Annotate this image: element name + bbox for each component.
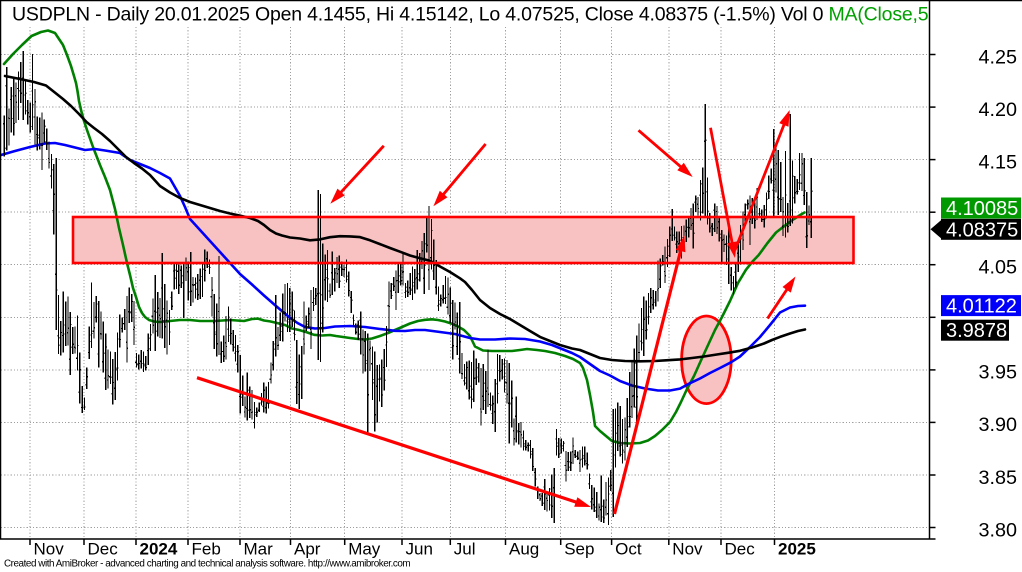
svg-text:May: May: [348, 540, 381, 559]
svg-text:2024: 2024: [140, 540, 178, 559]
svg-text:4.01122: 4.01122: [946, 296, 1017, 318]
svg-text:Dec: Dec: [88, 540, 119, 559]
svg-text:4.08375: 4.08375: [946, 219, 1018, 241]
svg-text:2025: 2025: [778, 540, 816, 559]
svg-text:Sep: Sep: [564, 540, 594, 559]
svg-text:3.85: 3.85: [978, 467, 1017, 489]
svg-text:4.15: 4.15: [978, 151, 1017, 173]
svg-text:Created with AmiBroker - advan: Created with AmiBroker - advanced charti…: [4, 559, 410, 570]
svg-text:4.05: 4.05: [978, 257, 1017, 279]
svg-text:3.80: 3.80: [978, 519, 1017, 541]
svg-text:Nov: Nov: [672, 540, 703, 559]
svg-text:4.10085: 4.10085: [946, 198, 1018, 220]
svg-text:3.9878: 3.9878: [946, 320, 1007, 342]
svg-text:3.95: 3.95: [978, 362, 1017, 384]
svg-text:4.20: 4.20: [978, 99, 1017, 121]
svg-text:4.25: 4.25: [978, 46, 1017, 68]
svg-text:3.90: 3.90: [978, 414, 1017, 436]
svg-text:Mar: Mar: [244, 540, 274, 559]
svg-text:Feb: Feb: [192, 540, 221, 559]
svg-text:Jul: Jul: [454, 540, 476, 559]
svg-text:USDPLN - Daily 20.01.2025 Open: USDPLN - Daily 20.01.2025 Open 4.1455, H…: [12, 4, 1022, 26]
svg-text:Aug: Aug: [509, 540, 539, 559]
svg-text:Apr: Apr: [294, 540, 321, 559]
svg-text:Oct: Oct: [615, 540, 642, 559]
svg-text:Nov: Nov: [34, 540, 65, 559]
svg-text:Dec: Dec: [725, 540, 756, 559]
svg-text:Jun: Jun: [406, 540, 433, 559]
